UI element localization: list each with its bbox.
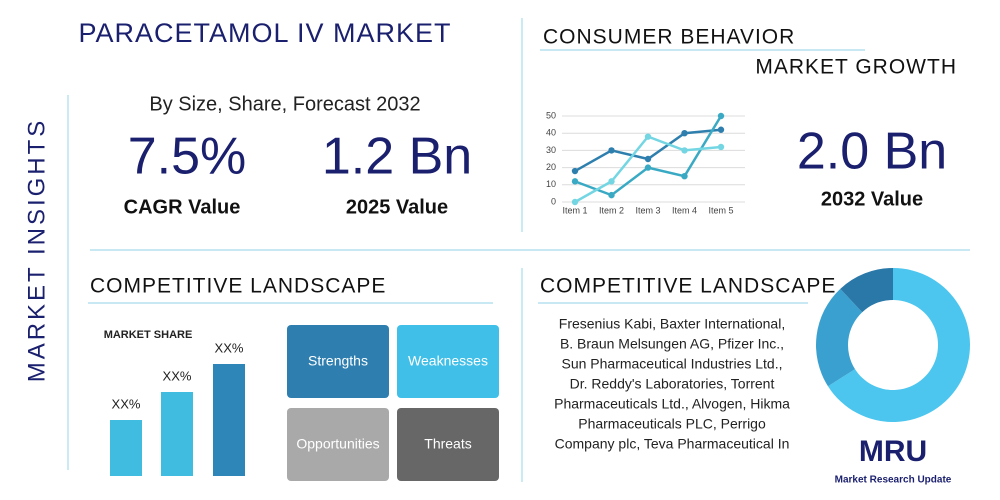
data-point <box>608 191 615 199</box>
subtitle: By Size, Share, Forecast 2032 <box>149 93 420 115</box>
y-tick-label: 20 <box>546 162 556 172</box>
chart-title: MARKET SHARE <box>104 329 193 341</box>
x-tick-label: Item 3 <box>635 205 660 215</box>
y-tick-label: 0 <box>551 196 556 206</box>
swot-box <box>287 408 389 481</box>
sidebar-label: MARKET INSIGHTS <box>23 118 50 383</box>
stat-label: 2032 Value <box>821 188 923 210</box>
data-point <box>571 167 579 175</box>
donut-segment <box>840 268 893 313</box>
company-line: Pharmaceuticals Ltd., Alvogen, Hikma <box>554 396 790 412</box>
swot-box <box>287 325 389 398</box>
stat-value: 2.0 Bn <box>797 123 947 181</box>
stat-value: 7.5% <box>128 128 247 186</box>
data-point <box>681 173 688 180</box>
data-point <box>571 198 579 206</box>
donut-segment <box>816 288 863 387</box>
data-point <box>717 126 725 133</box>
data-point <box>608 147 615 154</box>
value-label: XX% <box>215 340 244 355</box>
value-label: XX% <box>112 396 141 411</box>
y-tick-label: 10 <box>546 179 556 189</box>
swot-label: Opportunities <box>296 436 379 452</box>
section-title: COMPETITIVE LANDSCAPE <box>90 275 386 298</box>
data-point <box>644 164 652 171</box>
title: PARACETAMOL IV MARKET <box>78 18 451 48</box>
y-tick-label: 50 <box>546 110 556 120</box>
x-tick-label: Item 2 <box>599 205 624 215</box>
x-tick-label: Item 1 <box>562 205 587 215</box>
logo-name: Market Research Update <box>835 475 952 486</box>
data-point <box>681 130 688 137</box>
section-title: COMPETITIVE LANDSCAPE <box>540 275 836 298</box>
bar <box>213 364 245 476</box>
y-tick-label: 40 <box>546 128 556 138</box>
bar <box>161 392 193 476</box>
swot-label: Weaknesses <box>408 353 488 369</box>
company-line: Dr. Reddy's Laboratories, Torrent <box>570 376 775 392</box>
data-point <box>644 133 652 140</box>
bar <box>110 420 142 476</box>
stat-value: 1.2 Bn <box>322 128 472 186</box>
data-point <box>608 178 615 185</box>
company-line: Pharmaceuticals PLC, Perrigo <box>578 416 766 432</box>
swot-label: Strengths <box>308 353 368 369</box>
company-line: Sun Pharmaceutical Industries Ltd., <box>561 356 782 372</box>
y-tick-label: 30 <box>546 145 556 155</box>
x-tick-label: Item 4 <box>672 205 697 215</box>
company-line: B. Braun Melsungen AG, Pfizer Inc., <box>560 336 784 352</box>
stat-label: 2025 Value <box>346 196 448 218</box>
data-point <box>717 143 725 151</box>
section-title: CONSUMER BEHAVIOR <box>543 26 795 49</box>
stat-label: CAGR Value <box>124 196 241 218</box>
data-point <box>644 155 652 163</box>
company-line: Fresenius Kabi, Baxter International, <box>559 316 785 332</box>
section-subtitle: MARKET GROWTH <box>755 56 957 79</box>
value-label: XX% <box>163 368 192 383</box>
swot-label: Threats <box>424 436 471 452</box>
company-line: Company plc, Teva Pharmaceutical In <box>555 436 790 452</box>
data-point <box>571 178 579 185</box>
company-list: Fresenius Kabi, Baxter International, B. … <box>554 316 790 452</box>
data-point <box>681 147 688 154</box>
logo-mark: MRU <box>859 435 927 468</box>
donut-segment <box>827 268 971 423</box>
swot-box <box>397 325 499 398</box>
swot-box <box>397 408 499 481</box>
data-point <box>717 112 725 120</box>
x-tick-label: Item 5 <box>708 205 733 215</box>
